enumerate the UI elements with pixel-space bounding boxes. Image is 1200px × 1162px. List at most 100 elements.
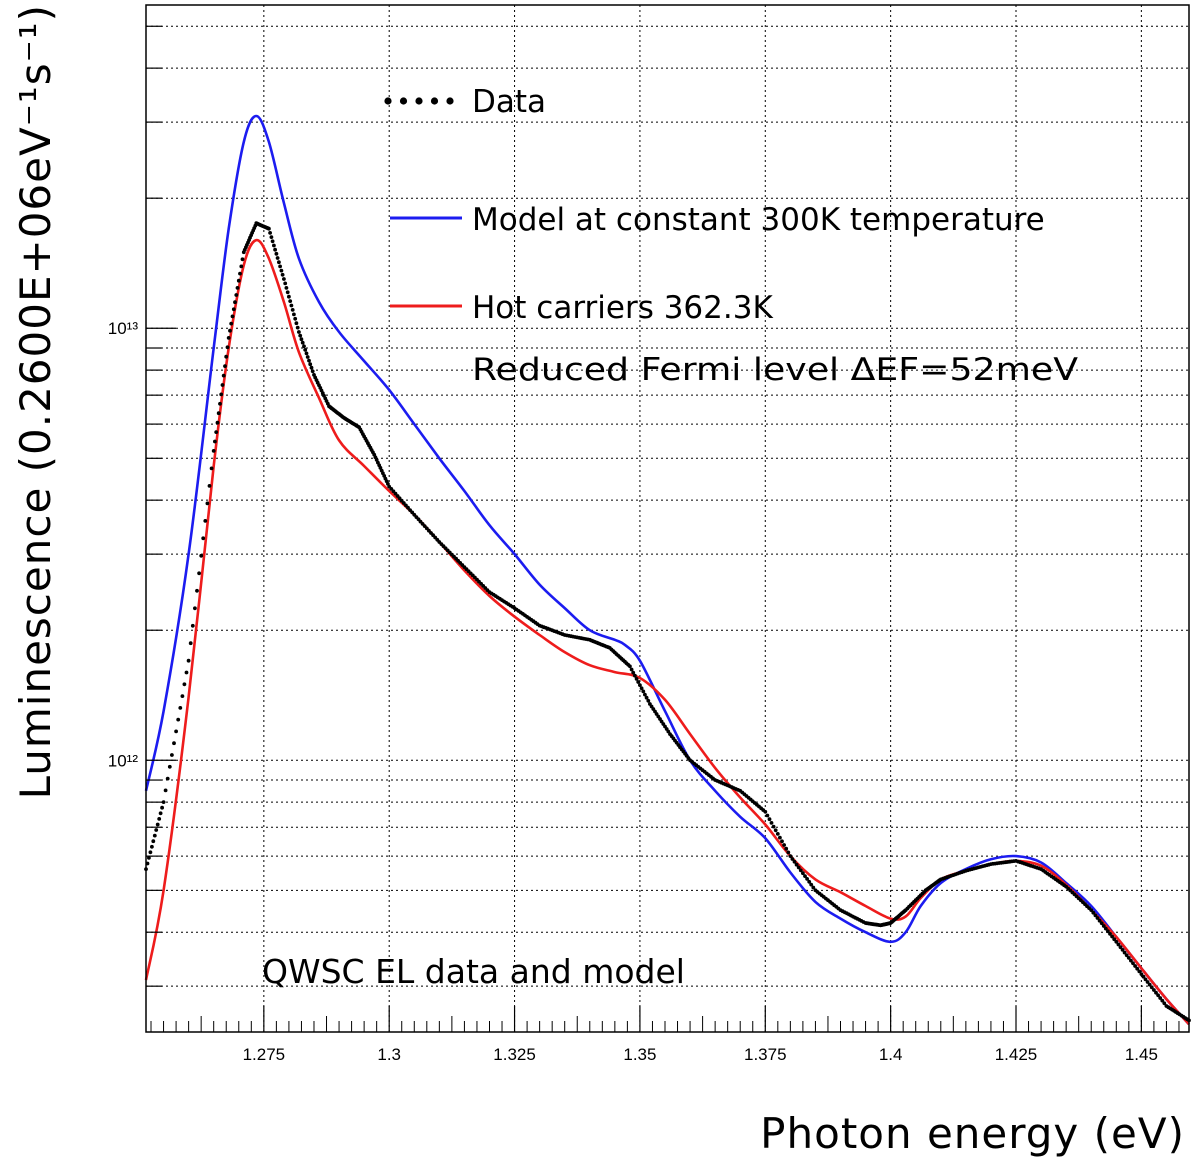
data-point <box>289 303 294 308</box>
data-point <box>216 411 221 416</box>
legend-data-dot <box>399 97 408 105</box>
data-point <box>763 809 768 814</box>
data-point <box>308 362 313 367</box>
data-point <box>1114 939 1119 944</box>
legend-data-dot <box>446 97 454 105</box>
x-tick-label: 1.35 <box>623 1045 656 1064</box>
data-point <box>636 680 641 684</box>
plot-frame <box>145 4 1190 1033</box>
data-point <box>172 741 176 746</box>
data-point <box>1158 996 1163 1000</box>
data-point <box>778 835 782 840</box>
data-point <box>792 859 797 864</box>
data-point <box>201 536 206 541</box>
data-point <box>1108 932 1112 936</box>
data-point <box>203 519 208 523</box>
data-point <box>310 369 315 374</box>
data-point <box>1139 972 1144 976</box>
data-point <box>1097 918 1102 923</box>
data-point <box>639 686 644 691</box>
data-point <box>1118 945 1123 950</box>
data-point <box>784 846 789 851</box>
data-point <box>1135 966 1140 971</box>
data-point <box>213 439 217 444</box>
data-point <box>788 854 793 858</box>
data-point <box>807 879 812 884</box>
data-point <box>178 706 183 710</box>
data-point <box>1147 982 1152 987</box>
data-point <box>176 717 181 722</box>
data-point <box>269 235 274 240</box>
data-point <box>284 286 289 290</box>
data-point <box>299 337 304 342</box>
x-tick-label: 1.4 <box>879 1045 903 1064</box>
data-point <box>307 358 311 363</box>
data-point <box>231 307 236 312</box>
data-point <box>773 828 778 833</box>
data-point <box>151 839 156 844</box>
data-point <box>180 694 185 698</box>
data-point <box>221 373 226 378</box>
data-point <box>150 844 154 849</box>
data-point <box>782 843 786 847</box>
data-point <box>771 824 776 829</box>
data-point <box>184 670 189 675</box>
data-point <box>643 692 647 697</box>
data-point <box>633 673 637 678</box>
x-tick-label: 1.325 <box>493 1045 536 1064</box>
data-point <box>638 683 642 687</box>
data-point <box>188 641 193 646</box>
data-point <box>300 340 305 345</box>
data-point <box>174 729 179 734</box>
data-point <box>197 571 202 576</box>
data-point <box>236 278 241 283</box>
data-point <box>218 401 222 406</box>
data-point <box>226 336 231 340</box>
data-point <box>805 877 809 881</box>
data-point <box>298 333 303 338</box>
data-point <box>767 817 772 822</box>
series-model-at-constant-300k-temperature <box>144 114 1190 1026</box>
data-point <box>1112 937 1117 942</box>
data-point <box>297 330 301 334</box>
data-point <box>790 857 795 861</box>
data-point <box>186 658 191 663</box>
data-point <box>309 365 314 370</box>
data-point <box>234 293 239 297</box>
legend-label-fermi-level: Reduced Fermi level ΔEF=52meV <box>472 352 1078 388</box>
data-point <box>803 874 807 878</box>
data-point <box>1106 929 1110 934</box>
data-point <box>230 314 235 319</box>
data-point <box>275 256 280 260</box>
data-point <box>148 850 153 855</box>
data-point <box>268 231 272 235</box>
data-point <box>278 264 282 269</box>
data-point <box>294 321 299 326</box>
x-tick-label: 1.375 <box>744 1045 787 1064</box>
data-point <box>302 344 306 349</box>
data-point <box>190 623 195 628</box>
data-point <box>239 264 244 269</box>
legend-data-dot <box>415 97 423 105</box>
legend-label-hot-carriers: Hot carriers 362.3K <box>472 290 773 326</box>
data-point <box>165 776 170 781</box>
data-point <box>287 294 291 299</box>
data-point <box>1120 948 1125 952</box>
data-point <box>292 312 296 317</box>
data-point <box>199 553 204 558</box>
data-point <box>182 682 187 687</box>
data-point <box>1143 977 1148 982</box>
data-point <box>1162 1001 1167 1006</box>
data-point <box>1137 969 1142 974</box>
x-tick-label: 1.3 <box>377 1045 401 1064</box>
y-tick-label: 10¹³ <box>108 319 139 338</box>
data-point <box>288 299 293 303</box>
data-point <box>1133 964 1137 968</box>
series-data <box>144 221 1191 1023</box>
data-point <box>214 430 219 434</box>
tick-labels: 1.275 1.3 1.325 1.35 1.375 1.4 1.425 1.45 10¹² 10… <box>108 319 1158 1064</box>
legend-data-dot <box>384 97 392 105</box>
x-tick-label: 1.275 <box>243 1045 286 1064</box>
data-point <box>1124 953 1129 958</box>
